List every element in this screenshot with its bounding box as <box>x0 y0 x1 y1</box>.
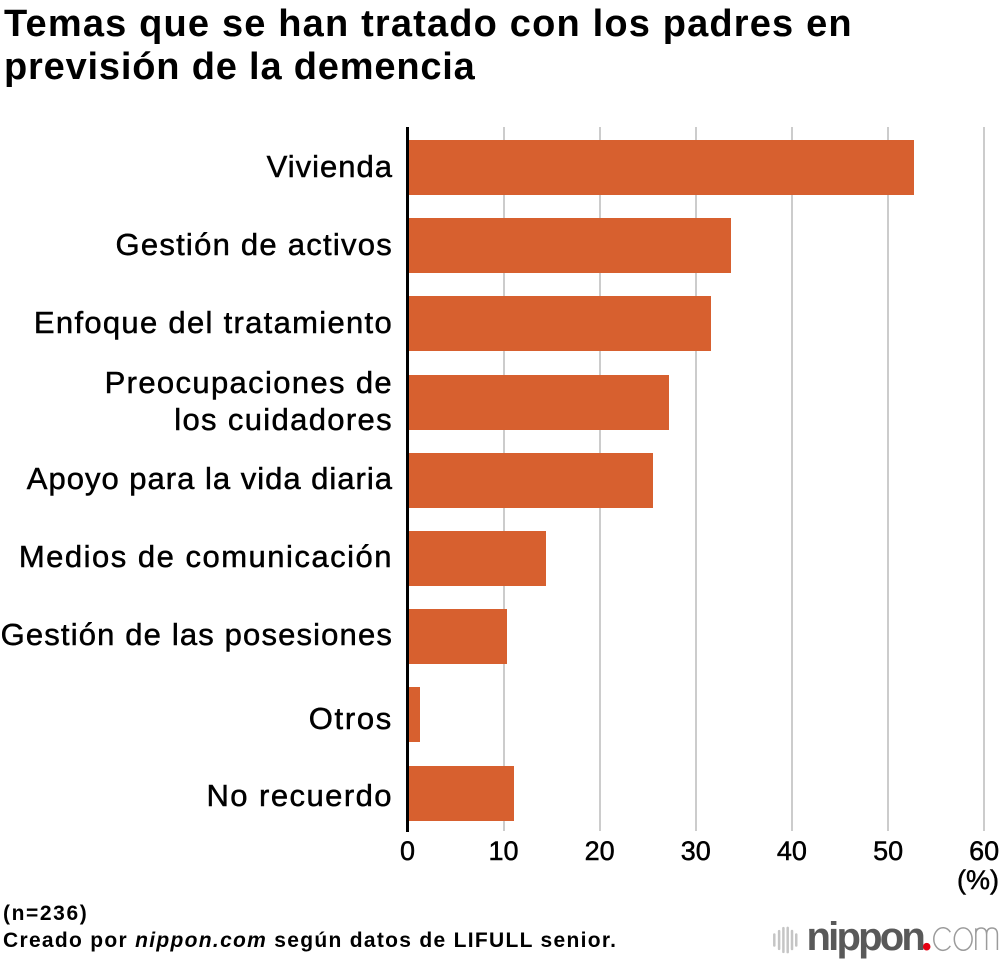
svg-text:nippon: nippon <box>807 915 924 959</box>
